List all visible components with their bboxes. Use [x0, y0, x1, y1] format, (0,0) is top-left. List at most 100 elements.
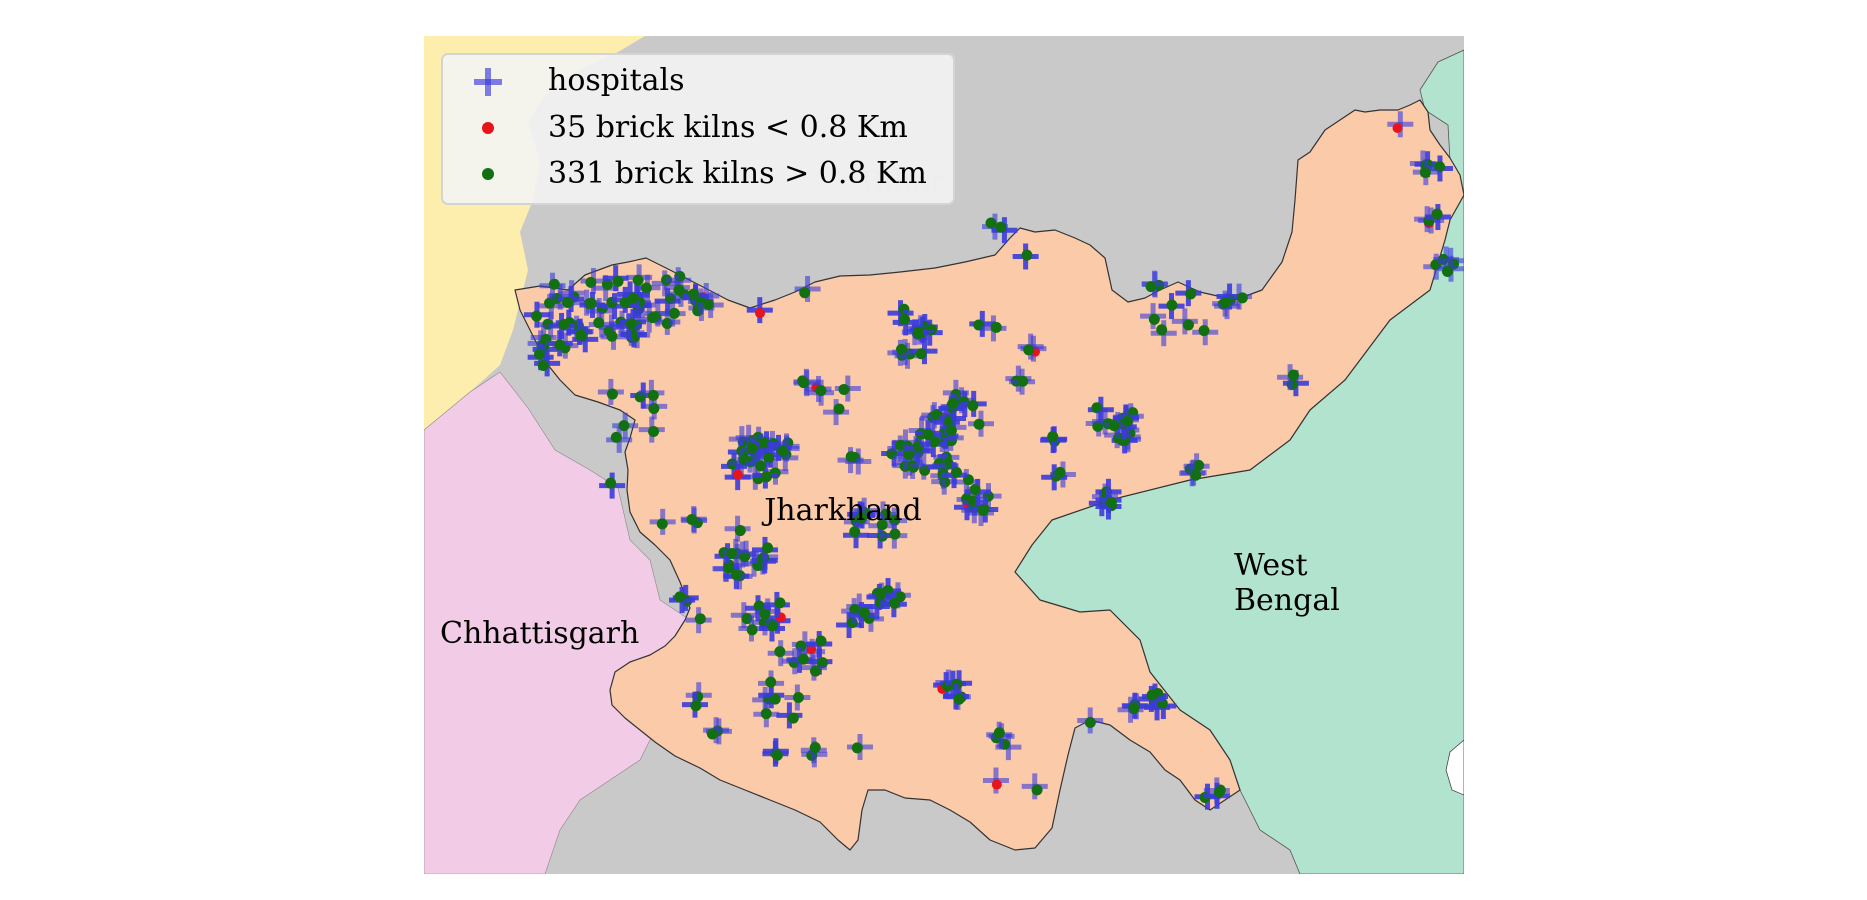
kiln-near-marker — [991, 779, 1002, 790]
kiln-far-marker — [1091, 402, 1103, 414]
kiln-far-marker — [1182, 319, 1194, 331]
label-west-bengal-line2: Bengal — [1234, 583, 1340, 618]
kiln-far-marker — [1021, 249, 1033, 261]
kiln-far-marker — [774, 646, 786, 658]
kiln-far-marker — [673, 284, 685, 296]
kiln-far-marker — [647, 389, 659, 401]
kiln-far-marker — [833, 403, 845, 415]
kiln-far-marker — [1145, 281, 1157, 293]
kiln-far-marker — [1431, 208, 1443, 220]
kiln-far-marker — [985, 217, 997, 229]
kiln-far-marker — [593, 317, 605, 329]
kiln-far-marker — [1198, 325, 1210, 337]
kiln-far-marker — [809, 741, 821, 753]
kiln-far-marker — [845, 451, 857, 463]
kiln-far-marker — [1146, 689, 1158, 701]
kiln-far-marker — [896, 343, 908, 355]
kiln-far-marker — [1023, 344, 1035, 356]
kiln-far-marker — [753, 600, 765, 612]
kiln-far-marker — [605, 477, 617, 489]
kiln-far-marker — [1419, 166, 1431, 178]
legend-box — [441, 53, 955, 205]
kiln-far-marker — [674, 591, 686, 603]
kiln-far-marker — [702, 298, 714, 310]
kiln-far-marker — [792, 692, 804, 704]
kiln-far-marker — [1047, 430, 1059, 442]
kiln-far-marker — [1434, 161, 1446, 173]
legend-hospital-icon — [474, 68, 502, 96]
kiln-far-marker — [967, 400, 979, 412]
kiln-far-marker — [799, 287, 811, 299]
legend-kiln-near-icon — [482, 122, 494, 134]
kiln-far-marker — [762, 542, 774, 554]
kiln-far-marker — [1220, 297, 1232, 309]
kiln-far-marker — [765, 676, 777, 688]
kiln-far-marker — [915, 348, 927, 360]
kiln-far-marker — [746, 624, 758, 636]
kiln-far-marker — [903, 449, 915, 461]
kiln-near-marker — [1392, 122, 1403, 133]
kiln-far-marker — [632, 274, 644, 286]
kiln-far-marker — [1108, 420, 1120, 432]
kiln-far-marker — [640, 282, 652, 294]
kiln-far-marker — [875, 587, 887, 599]
kiln-far-marker — [889, 597, 901, 609]
kiln-far-marker — [1148, 313, 1160, 325]
label-chhattisgarh: Chhattisgarh — [440, 616, 639, 651]
kiln-far-marker — [706, 728, 718, 740]
kiln-far-marker — [726, 548, 738, 560]
kiln-far-marker — [950, 466, 962, 478]
kiln-far-marker — [809, 665, 821, 677]
kiln-far-marker — [1287, 369, 1299, 381]
kiln-far-marker — [990, 321, 1002, 333]
kiln-far-marker — [585, 276, 597, 288]
kiln-far-marker — [993, 727, 1005, 739]
kiln-far-marker — [774, 597, 786, 609]
kiln-far-marker — [534, 348, 546, 360]
kiln-far-marker — [746, 442, 758, 454]
kiln-near-marker — [732, 469, 743, 480]
kiln-far-marker — [777, 445, 789, 457]
kiln-far-marker — [1193, 459, 1205, 471]
legend: hospitals 35 brick kilns < 0.8 Km 331 br… — [441, 53, 955, 205]
kiln-far-marker — [1031, 784, 1043, 796]
kiln-far-marker — [856, 512, 868, 524]
kiln-far-marker — [1017, 375, 1029, 387]
kiln-far-marker — [558, 318, 570, 330]
kiln-far-marker — [668, 307, 680, 319]
kiln-far-marker — [610, 431, 622, 443]
kiln-far-marker — [656, 518, 668, 530]
kiln-far-marker — [1121, 415, 1133, 427]
kiln-far-marker — [977, 504, 989, 516]
kiln-far-marker — [661, 318, 673, 330]
kiln-far-marker — [690, 700, 702, 712]
kiln-far-marker — [612, 275, 624, 287]
kiln-far-marker — [562, 297, 574, 309]
kiln-far-marker — [995, 221, 1007, 233]
kiln-far-marker — [947, 397, 959, 409]
legend-kiln-far-label: 331 brick kilns > 0.8 Km — [548, 156, 927, 191]
legend-kiln-far-icon — [482, 168, 494, 180]
kiln-far-marker — [815, 385, 827, 397]
kiln-far-marker — [1185, 288, 1197, 300]
kiln-far-marker — [554, 339, 566, 351]
kiln-far-marker — [1442, 265, 1454, 277]
marker-layer — [523, 111, 1464, 810]
kiln-far-marker — [694, 613, 706, 625]
kiln-far-marker — [945, 425, 957, 437]
kiln-far-marker — [759, 608, 771, 620]
kiln-far-marker — [585, 297, 597, 309]
kiln-far-marker — [787, 712, 799, 724]
kiln-far-marker — [688, 288, 700, 300]
kiln-far-marker — [647, 312, 659, 324]
kiln-far-marker — [1166, 299, 1178, 311]
kiln-far-marker — [928, 436, 940, 448]
kiln-far-marker — [1054, 466, 1066, 478]
kiln-far-marker — [969, 484, 981, 496]
kiln-far-marker — [898, 313, 910, 325]
kiln-far-marker — [537, 360, 549, 372]
kiln-far-marker — [876, 519, 888, 531]
kiln-far-marker — [922, 428, 934, 440]
kiln-far-marker — [758, 437, 770, 449]
